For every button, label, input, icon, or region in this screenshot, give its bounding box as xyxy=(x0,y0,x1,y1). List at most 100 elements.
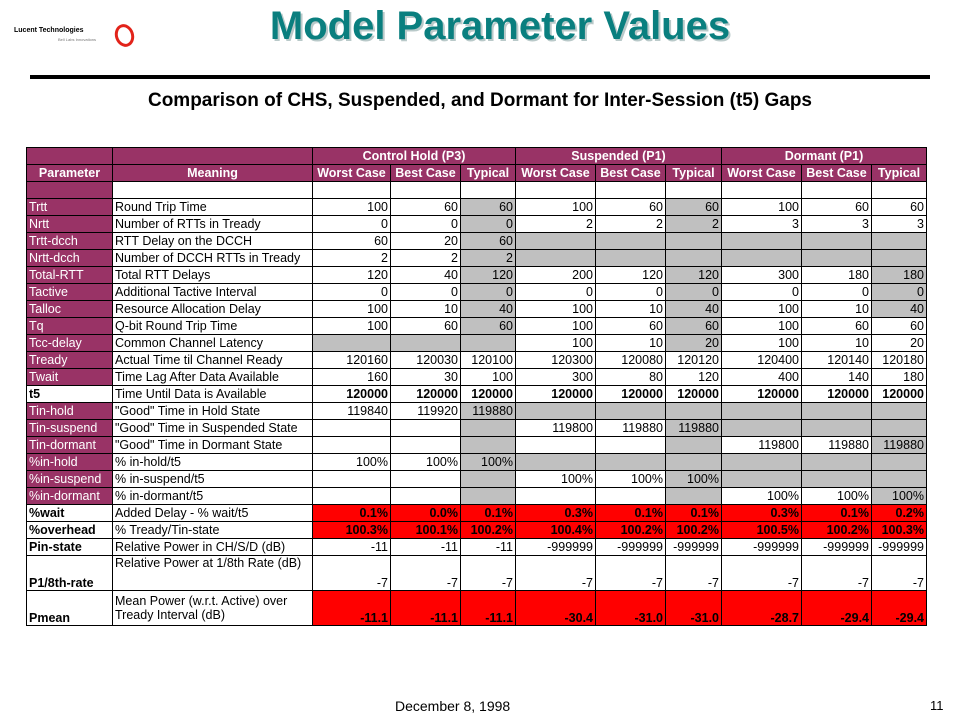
value-cell: 0.3% xyxy=(721,504,802,522)
param-cell: %in-dormant xyxy=(26,487,113,505)
value-cell: -31.0 xyxy=(665,590,722,626)
table-row: Trtt-dcch RTT Delay on the DCCH 60 20 60 xyxy=(26,232,927,250)
value-cell: 120 xyxy=(665,368,722,386)
value-cell xyxy=(595,402,666,420)
value-cell: 2 xyxy=(390,249,461,267)
value-cell: 100.2% xyxy=(595,521,666,539)
param-cell: Tready xyxy=(26,351,113,369)
value-cell: 180 xyxy=(871,266,927,284)
value-cell xyxy=(801,402,872,420)
meaning-cell: Time Lag After Data Available xyxy=(112,368,313,386)
value-cell xyxy=(515,232,596,250)
value-cell: 40 xyxy=(665,300,722,318)
table-row: Pin-state Relative Power in CH/S/D (dB) -1… xyxy=(26,538,927,556)
spacer-cell xyxy=(515,181,596,199)
lucent-logo: Lucent Technologies Bell Labs Innovation… xyxy=(14,20,138,50)
value-cell: 100% xyxy=(801,487,872,505)
value-cell: -7 xyxy=(515,555,596,591)
value-cell: 40 xyxy=(871,300,927,318)
value-cell: 10 xyxy=(595,334,666,352)
value-cell: 100 xyxy=(721,198,802,216)
value-cell: 119800 xyxy=(515,419,596,437)
value-cell: 180 xyxy=(801,266,872,284)
value-cell: 100% xyxy=(721,487,802,505)
value-cell xyxy=(515,249,596,267)
table-row: %wait Added Delay - % wait/t5 0.1% 0.0% 0.1%… xyxy=(26,504,927,522)
value-cell: 100.2% xyxy=(801,521,872,539)
value-cell: 120 xyxy=(665,266,722,284)
value-cell: 3 xyxy=(871,215,927,233)
meaning-cell: Time Until Data is Available xyxy=(112,385,313,403)
value-cell: 120000 xyxy=(460,385,516,403)
value-cell: 100% xyxy=(665,470,722,488)
table-row: %in-hold% in-hold/t5 100% 100% 100% xyxy=(26,453,927,471)
meaning-cell: Additional Tactive Interval xyxy=(112,283,313,301)
parameter-table: Control Hold (P3) Suspended (P1) Dormant (… xyxy=(26,147,927,626)
value-cell: 40 xyxy=(460,300,516,318)
column-header: Worst Case xyxy=(312,164,391,182)
meaning-line: Mean Power (w.r.t. Active) over xyxy=(115,594,288,608)
meaning-cell: Number of RTTs in Tready xyxy=(112,215,313,233)
meaning-cell: Actual Time til Channel Ready xyxy=(112,351,313,369)
value-cell: 120080 xyxy=(595,351,666,369)
param-cell: Trtt xyxy=(26,198,113,216)
meaning-cell: Number of DCCH RTTs in Tready xyxy=(112,249,313,267)
value-cell: -7 xyxy=(390,555,461,591)
value-cell: 2 xyxy=(595,215,666,233)
param-cell: Tin-hold xyxy=(26,402,113,420)
value-cell xyxy=(390,436,461,454)
value-cell: -999999 xyxy=(801,538,872,556)
value-cell: -30.4 xyxy=(515,590,596,626)
column-header: Worst Case xyxy=(721,164,802,182)
value-cell: 60 xyxy=(665,317,722,335)
value-cell: 119880 xyxy=(665,419,722,437)
meaning-cell: Resource Allocation Delay xyxy=(112,300,313,318)
value-cell xyxy=(801,470,872,488)
value-cell: 0 xyxy=(460,283,516,301)
table-row: %overhead% Tready/Tin-state 100.3% 100.1% 1… xyxy=(26,521,927,539)
value-cell xyxy=(871,419,927,437)
value-cell: 60 xyxy=(390,198,461,216)
value-cell: 60 xyxy=(460,198,516,216)
value-cell: 0 xyxy=(871,283,927,301)
value-cell: 180 xyxy=(871,368,927,386)
header-parameter: Parameter xyxy=(26,164,113,182)
value-cell: 100 xyxy=(312,300,391,318)
param-cell: Twait xyxy=(26,368,113,386)
value-cell: 100% xyxy=(460,453,516,471)
value-cell: 200 xyxy=(515,266,596,284)
value-cell: 60 xyxy=(665,198,722,216)
value-cell: 10 xyxy=(595,300,666,318)
header-row-columns: Parameter Meaning Worst Case Best Case Typic… xyxy=(26,164,927,182)
value-cell: 100% xyxy=(595,470,666,488)
group-header: Suspended (P1) xyxy=(515,147,722,165)
value-cell: 0 xyxy=(721,283,802,301)
value-cell: 120000 xyxy=(801,385,872,403)
table-row: Tready Actual Time til Channel Ready 12016… xyxy=(26,351,927,369)
meaning-cell: "Good" Time in Dormant State xyxy=(112,436,313,454)
spacer-cell xyxy=(801,181,872,199)
table-row: %in-dormant% in-dormant/t5 100% 100% 100% xyxy=(26,487,927,505)
column-header: Worst Case xyxy=(515,164,596,182)
value-cell xyxy=(312,487,391,505)
value-cell: -7 xyxy=(595,555,666,591)
table-row: Pmean Mean Power (w.r.t. Active) over Trea… xyxy=(26,590,927,626)
value-cell: 2 xyxy=(460,249,516,267)
value-cell: 119880 xyxy=(595,419,666,437)
param-cell: Talloc xyxy=(26,300,113,318)
column-header: Typical xyxy=(665,164,722,182)
value-cell: 2 xyxy=(665,215,722,233)
spacer-cell xyxy=(312,181,391,199)
value-cell: 120 xyxy=(312,266,391,284)
value-cell: 60 xyxy=(595,198,666,216)
value-cell: 120000 xyxy=(312,385,391,403)
param-cell: %in-suspend xyxy=(26,470,113,488)
value-cell: 30 xyxy=(390,368,461,386)
meaning-cell: "Good" Time in Suspended State xyxy=(112,419,313,437)
value-cell: -29.4 xyxy=(871,590,927,626)
column-header: Typical xyxy=(460,164,516,182)
value-cell xyxy=(390,470,461,488)
value-cell: 100.2% xyxy=(665,521,722,539)
value-cell: 100 xyxy=(515,300,596,318)
table-row: Tin-dormant "Good" Time in Dormant State 1… xyxy=(26,436,927,454)
